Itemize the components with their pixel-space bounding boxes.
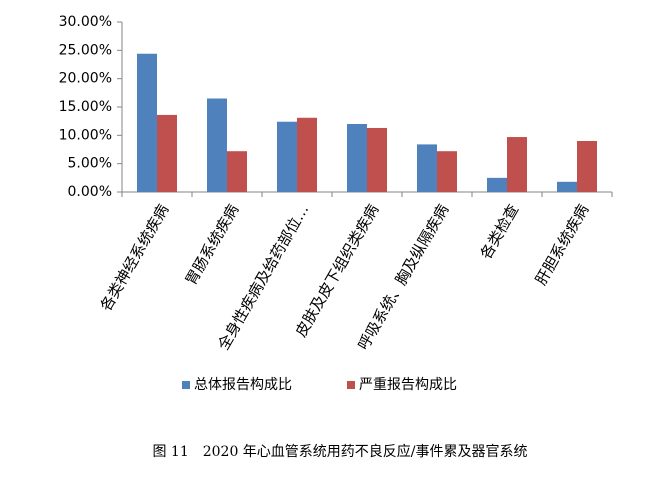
- y-tick-label: 30.00%: [59, 14, 112, 30]
- x-tick-label: 胃肠系统疾病: [182, 201, 243, 288]
- legend-swatch: [347, 381, 355, 389]
- legend-swatch: [182, 381, 190, 389]
- y-tick-label: 15.00%: [59, 99, 112, 115]
- legend-label: 严重报告构成比: [359, 377, 457, 393]
- y-tick-label: 0.00%: [68, 184, 112, 200]
- bar: [487, 177, 507, 192]
- bar: [227, 151, 247, 192]
- bar: [577, 141, 597, 192]
- bar: [207, 98, 227, 192]
- x-tick-label: 肝胆系统疾病: [532, 201, 593, 288]
- x-tick-label: 各类神经系统疾病: [97, 201, 173, 314]
- y-tick-label: 5.00%: [68, 156, 112, 172]
- bar: [507, 137, 527, 192]
- y-tick-label: 10.00%: [59, 127, 112, 143]
- bar: [277, 121, 297, 192]
- y-tick-label: 20.00%: [59, 71, 112, 87]
- bar: [137, 53, 157, 192]
- bar: [157, 114, 177, 192]
- bar: [347, 124, 367, 192]
- y-tick-label: 25.00%: [59, 42, 112, 58]
- bar: [437, 151, 457, 192]
- caption: 图 11 2020 年心血管系统用药不良反应/事件累及器官系统: [152, 443, 527, 460]
- x-tick-label: 各类检查: [477, 201, 523, 262]
- bar: [417, 144, 437, 192]
- legend-label: 总体报告构成比: [194, 377, 292, 393]
- bar: [557, 181, 577, 192]
- bar: [367, 127, 387, 192]
- bar: [297, 117, 317, 192]
